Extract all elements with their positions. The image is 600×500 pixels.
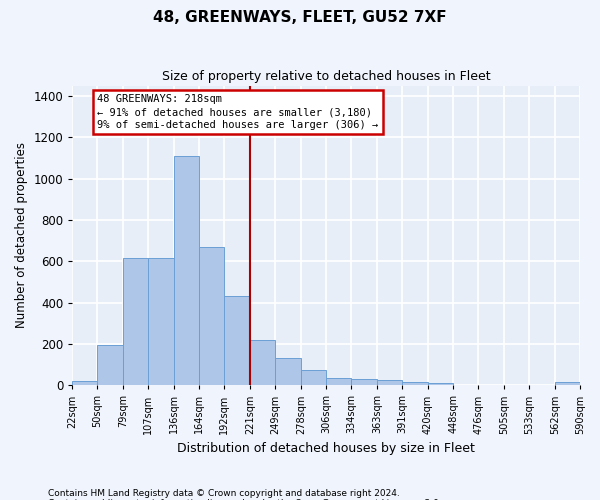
Bar bbox=[199, 247, 224, 386]
Text: 48 GREENWAYS: 218sqm
← 91% of detached houses are smaller (3,180)
9% of semi-det: 48 GREENWAYS: 218sqm ← 91% of detached h… bbox=[97, 94, 379, 130]
Text: 48, GREENWAYS, FLEET, GU52 7XF: 48, GREENWAYS, FLEET, GU52 7XF bbox=[153, 10, 447, 25]
Bar bbox=[555, 382, 580, 386]
Bar bbox=[250, 340, 275, 386]
Bar bbox=[428, 383, 453, 386]
Title: Size of property relative to detached houses in Fleet: Size of property relative to detached ho… bbox=[162, 70, 490, 83]
Bar bbox=[351, 379, 377, 386]
Bar bbox=[224, 296, 250, 386]
Bar bbox=[402, 382, 428, 386]
Bar bbox=[326, 378, 351, 386]
Bar bbox=[377, 380, 402, 386]
Y-axis label: Number of detached properties: Number of detached properties bbox=[15, 142, 28, 328]
Bar bbox=[174, 156, 199, 386]
Bar bbox=[148, 258, 174, 386]
Bar bbox=[73, 381, 97, 386]
Text: Contains HM Land Registry data © Crown copyright and database right 2024.: Contains HM Land Registry data © Crown c… bbox=[48, 488, 400, 498]
Bar bbox=[97, 345, 123, 386]
Bar bbox=[123, 258, 148, 386]
Text: Contains public sector information licensed under the Open Government Licence v3: Contains public sector information licen… bbox=[48, 498, 442, 500]
X-axis label: Distribution of detached houses by size in Fleet: Distribution of detached houses by size … bbox=[177, 442, 475, 455]
Bar bbox=[275, 358, 301, 386]
Bar bbox=[301, 370, 326, 386]
